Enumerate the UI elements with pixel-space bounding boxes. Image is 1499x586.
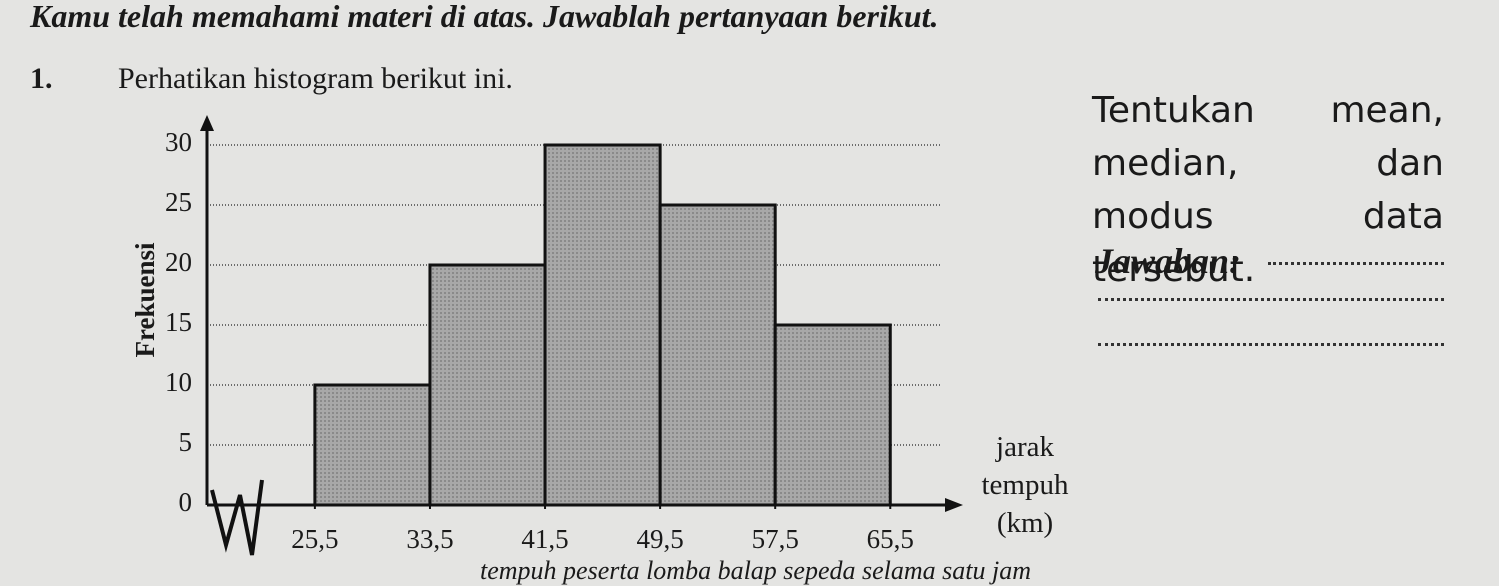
bar: [428, 263, 547, 507]
heading: Kamu telah memahami materi di atas. Jawa…: [30, 0, 939, 34]
y-tick-label: 20: [165, 247, 192, 277]
task-text: Tentukan mean, median, dan modus data te…: [1092, 90, 1444, 290]
y-tick-label: 25: [165, 187, 192, 217]
y-tick-label: 30: [165, 127, 192, 157]
caption: tempuh peserta lomba balap sepeda selama…: [480, 556, 1032, 585]
answer-line: [1098, 298, 1444, 301]
axis-break: [210, 479, 264, 556]
bar: [658, 203, 777, 507]
bar: [313, 383, 432, 507]
answer-line: [1098, 343, 1444, 346]
y-tick-label: 10: [165, 367, 192, 397]
y-tick-label: 5: [179, 427, 193, 457]
answer-label: Jawaban:: [1095, 241, 1242, 281]
bar: [543, 143, 662, 507]
bar: [773, 323, 892, 507]
x-tick-label: 25,5: [291, 524, 338, 554]
answer-line: [1268, 262, 1444, 265]
x-tick-label: 33,5: [406, 524, 453, 554]
y-tick-label: 15: [165, 307, 192, 337]
question-text: Perhatikan histogram berikut ini.: [118, 62, 513, 95]
x-tick-label: 41,5: [521, 524, 568, 554]
y-axis-label: Frekuensi: [130, 242, 160, 358]
x-tick-label: 57,5: [752, 524, 799, 554]
y-axis-arrow: [200, 115, 214, 131]
x-tick-label: 65,5: [867, 524, 914, 554]
x-tick-label: 49,5: [636, 524, 683, 554]
x-axis-arrow: [945, 498, 963, 512]
x-axis-label: jarak tempuh (km): [981, 431, 1069, 539]
question-number: 1.: [30, 62, 53, 95]
y-tick-label: 0: [179, 487, 193, 517]
